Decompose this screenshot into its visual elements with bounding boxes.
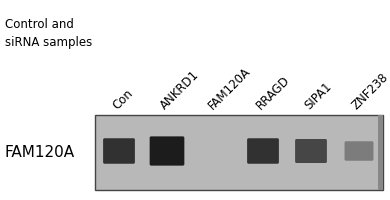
Text: FAM120A: FAM120A [206, 65, 253, 112]
Text: ANKRD1: ANKRD1 [158, 68, 202, 112]
FancyBboxPatch shape [103, 138, 135, 164]
Text: SIPA1: SIPA1 [302, 80, 334, 112]
Text: Con: Con [110, 87, 135, 112]
Text: RRAGD: RRAGD [254, 73, 292, 112]
FancyBboxPatch shape [295, 139, 327, 163]
FancyBboxPatch shape [344, 141, 374, 161]
Bar [378, 115, 383, 190]
Text: FAM120A: FAM120A [5, 145, 75, 160]
Text: ZNF238: ZNF238 [350, 71, 390, 112]
Text: Control and
siRNA samples: Control and siRNA samples [5, 18, 92, 49]
FancyBboxPatch shape [150, 136, 184, 166]
FancyBboxPatch shape [247, 138, 279, 164]
Bar [95, 115, 383, 190]
